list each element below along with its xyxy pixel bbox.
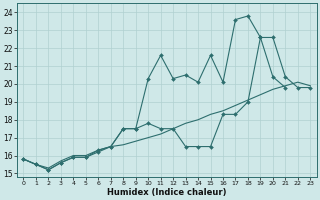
X-axis label: Humidex (Indice chaleur): Humidex (Indice chaleur): [107, 188, 227, 197]
